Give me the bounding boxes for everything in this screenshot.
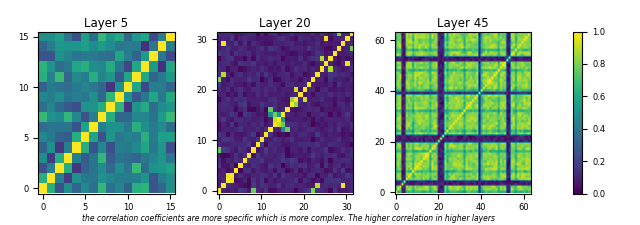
Title: Layer 5: Layer 5 <box>84 17 129 30</box>
Title: Layer 45: Layer 45 <box>437 17 489 30</box>
Text: the correlation coefficients are more specific which is more complex. The higher: the correlation coefficients are more sp… <box>81 214 495 223</box>
Title: Layer 20: Layer 20 <box>259 17 310 30</box>
